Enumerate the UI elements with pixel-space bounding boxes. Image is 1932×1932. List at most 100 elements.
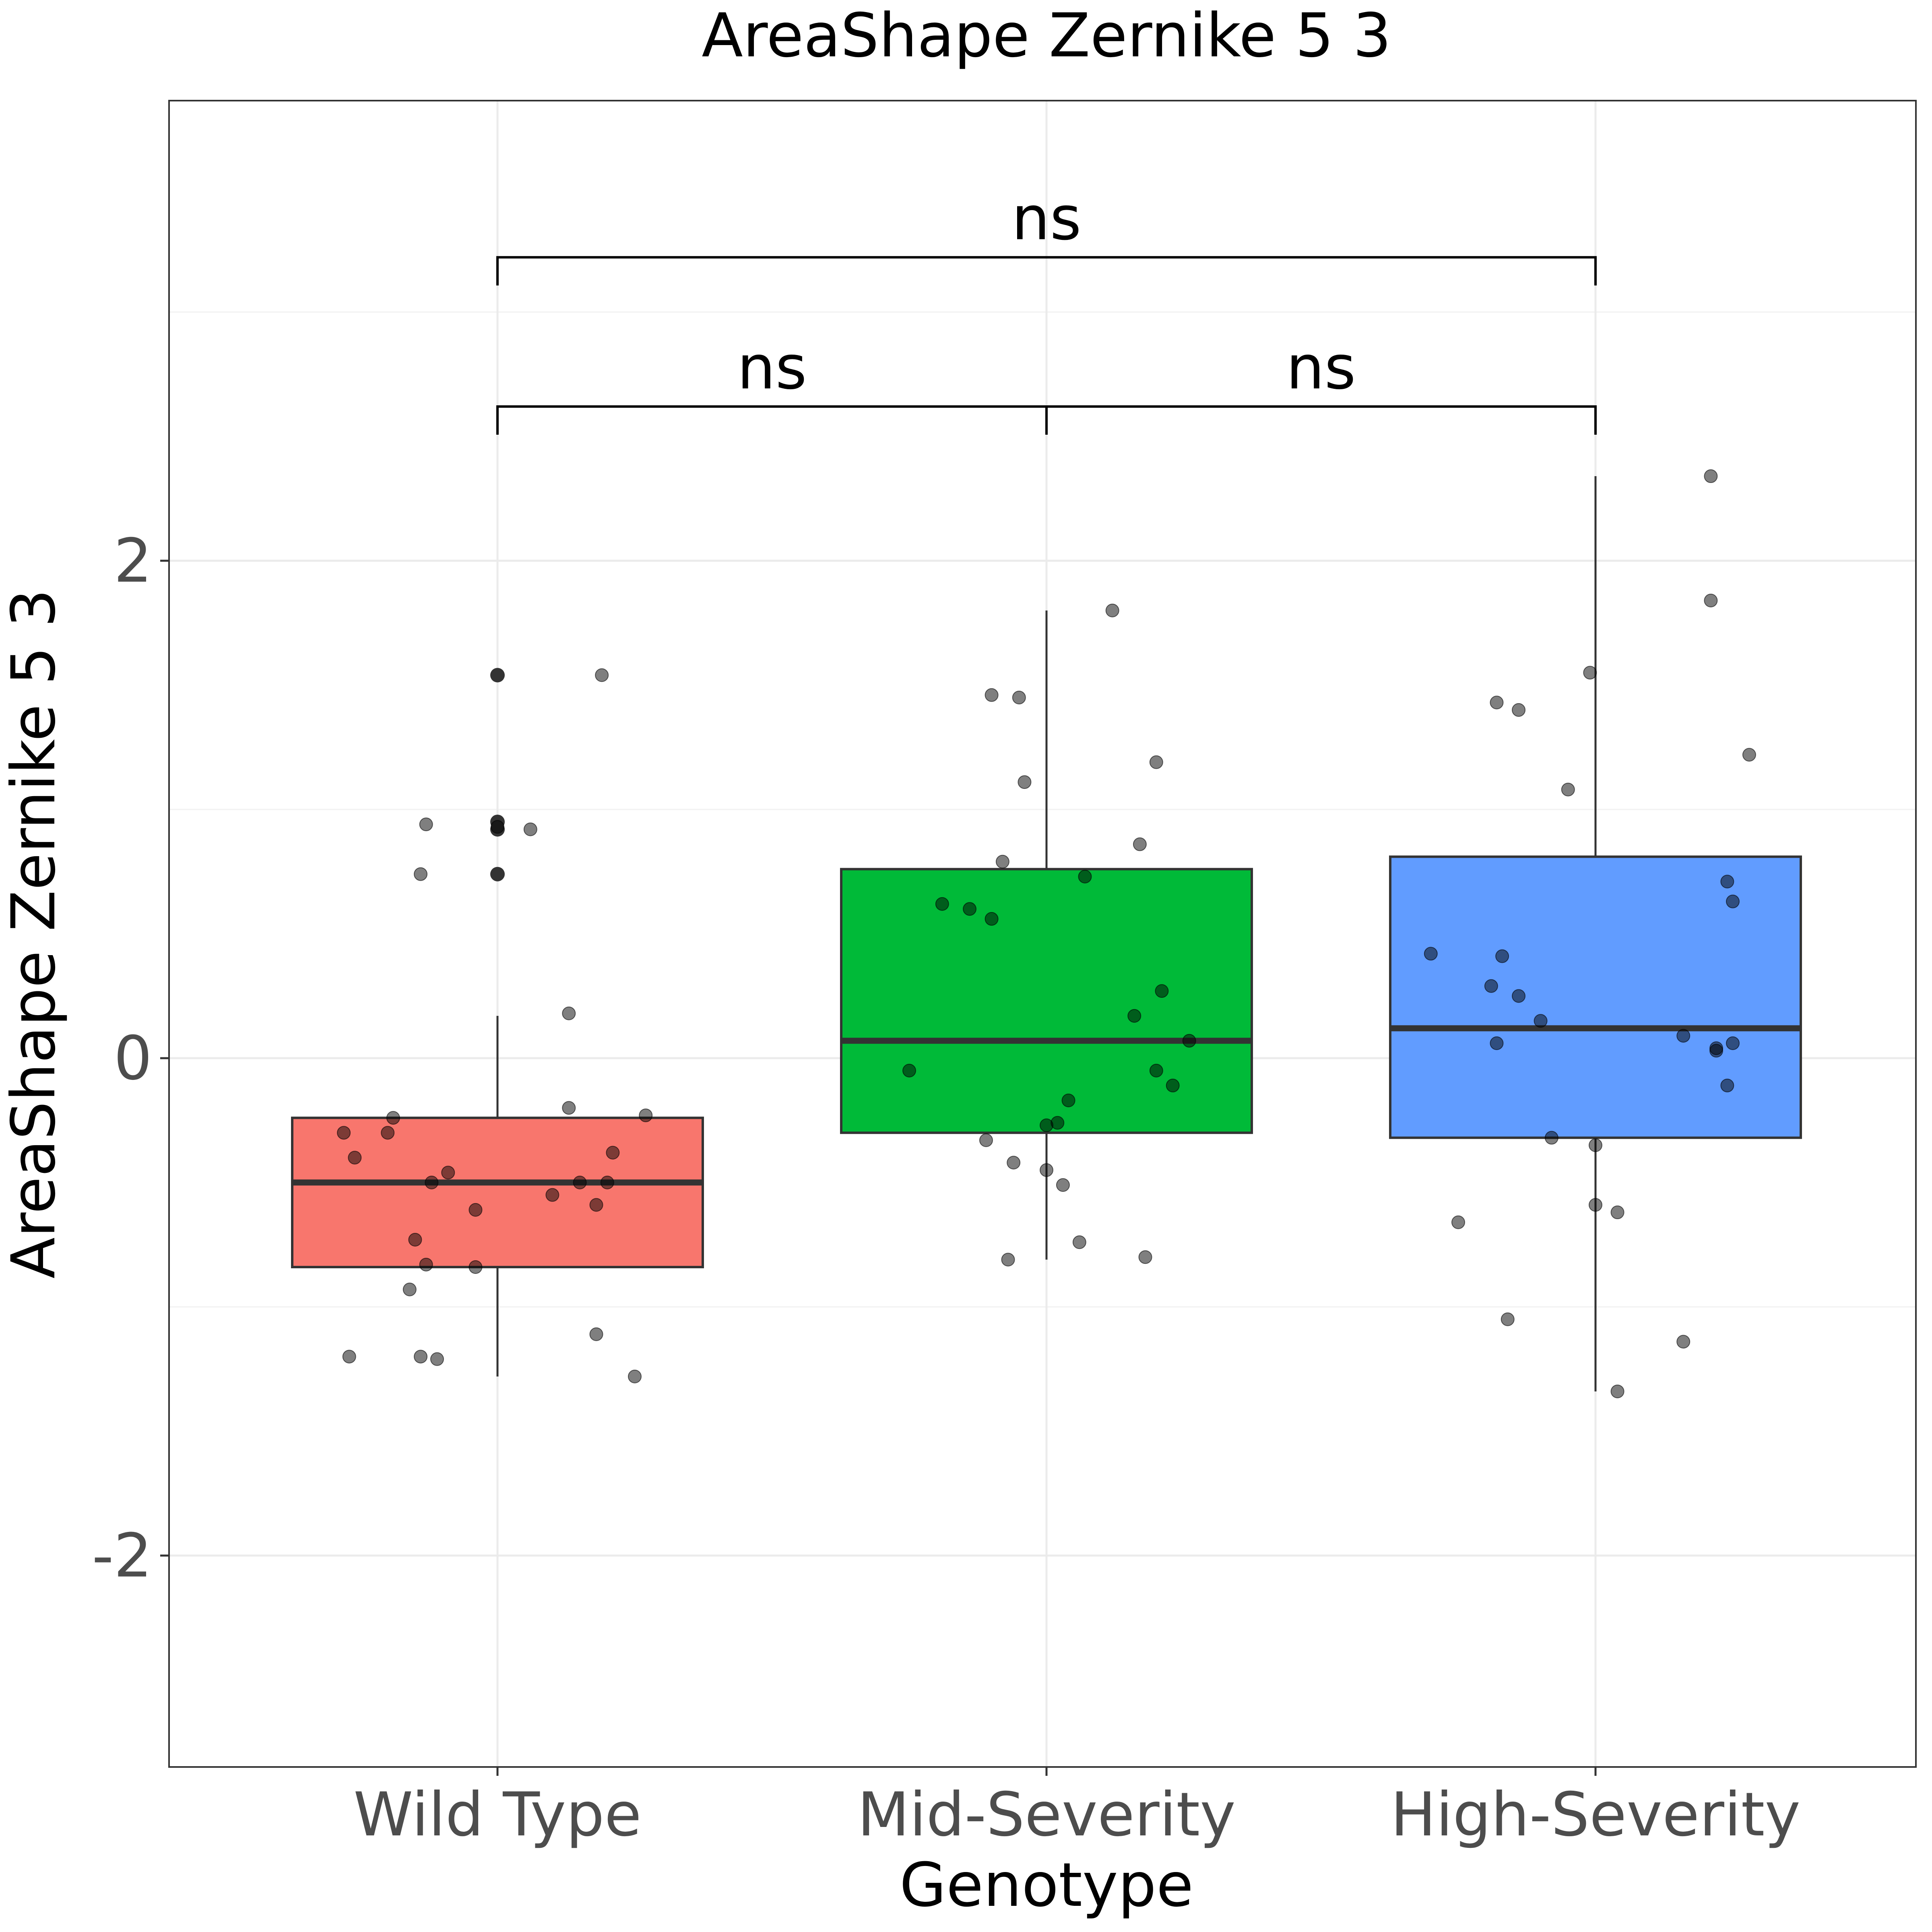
data-point (606, 1146, 620, 1160)
data-point (523, 822, 537, 836)
outlier-point (490, 668, 505, 683)
data-point (491, 820, 504, 834)
data-point (1001, 1253, 1015, 1267)
data-point (1166, 1078, 1180, 1092)
data-point (573, 1175, 587, 1189)
data-point (1610, 1384, 1624, 1398)
data-point (1149, 755, 1163, 769)
data-point (1512, 989, 1526, 1003)
x-tick-label: High-Severity (1391, 1780, 1800, 1850)
data-point (1490, 1036, 1504, 1050)
outlier-point (490, 867, 505, 881)
data-point (381, 1126, 395, 1140)
data-point (1583, 666, 1597, 680)
data-point (337, 1126, 351, 1140)
data-point (1182, 1034, 1196, 1048)
y-axis-label: AreaShape Zernike 5 3 (0, 589, 69, 1278)
data-point (600, 1175, 614, 1189)
box-series (291, 476, 1802, 1391)
data-point (985, 688, 999, 702)
data-point (1512, 703, 1526, 717)
significance-label: ns (1286, 333, 1356, 403)
data-point (1061, 1094, 1075, 1107)
data-point (562, 1006, 576, 1020)
data-point (348, 1151, 362, 1165)
data-point (902, 1063, 916, 1077)
significance-label: ns (737, 333, 807, 403)
data-point (1484, 979, 1498, 993)
data-point (1534, 1014, 1548, 1028)
data-point (1726, 1036, 1740, 1050)
data-point (1078, 869, 1092, 883)
panel-border (168, 100, 1917, 1768)
data-point (1056, 1178, 1070, 1192)
x-tick-label: Mid-Severity (857, 1780, 1236, 1850)
data-point (985, 912, 999, 926)
y-tick-label: 2 (114, 526, 152, 596)
data-point (1138, 1250, 1152, 1264)
data-point (425, 1175, 439, 1189)
data-point (1704, 594, 1718, 607)
data-points (337, 469, 1756, 1398)
data-point (1012, 690, 1026, 704)
box-body (840, 868, 1253, 1134)
data-point (1709, 1044, 1724, 1058)
data-point (1544, 1131, 1558, 1145)
data-point (402, 1282, 417, 1296)
data-point (1720, 1078, 1734, 1092)
box-body (291, 1117, 704, 1268)
data-point (1424, 947, 1438, 961)
data-point (1742, 748, 1756, 762)
data-point (1018, 775, 1032, 789)
data-point (1155, 984, 1169, 998)
x-axis-label: Genotype (900, 1850, 1193, 1920)
data-point (545, 1188, 559, 1202)
data-point (1495, 949, 1509, 963)
data-point (589, 1327, 603, 1341)
data-point (1720, 875, 1734, 889)
data-point (342, 1350, 356, 1364)
data-point (469, 1260, 483, 1274)
data-point (419, 817, 433, 832)
significance-brackets: ns ns ns (496, 184, 1597, 435)
data-point (1127, 1009, 1141, 1023)
data-point (1040, 1163, 1053, 1177)
data-point (639, 1108, 653, 1123)
data-point (1589, 1198, 1602, 1212)
data-point (419, 1257, 433, 1271)
data-point (430, 1352, 444, 1366)
data-point (935, 897, 949, 911)
data-point (995, 855, 1009, 869)
data-point (1676, 1029, 1690, 1043)
data-point (1726, 894, 1740, 908)
data-point (1072, 1235, 1086, 1249)
box-body (1389, 855, 1802, 1139)
data-point (1051, 1116, 1065, 1130)
data-point (1149, 1063, 1163, 1077)
data-point (1501, 1312, 1515, 1326)
y-tick-label: -2 (92, 1521, 152, 1591)
significance-bracket (1045, 405, 1597, 435)
data-point (963, 902, 977, 916)
data-point (1676, 1335, 1690, 1349)
data-point (1105, 603, 1119, 617)
axes: -2 0 2 Wild Type Mid-Severity High-Severity (92, 526, 1800, 1850)
y-tick-label: 0 (114, 1024, 152, 1094)
data-point (1589, 1138, 1602, 1152)
data-point (469, 1203, 483, 1217)
significance-label: ns (1011, 184, 1081, 254)
data-point (414, 1350, 428, 1364)
data-point (1704, 469, 1718, 483)
data-point (1610, 1205, 1624, 1220)
data-point (1490, 696, 1504, 710)
data-point (1561, 782, 1575, 797)
data-point (408, 1233, 422, 1247)
x-tick-label: Wild Type (353, 1780, 642, 1850)
data-point (1007, 1156, 1021, 1170)
significance-bracket (496, 256, 1597, 286)
data-point (589, 1198, 603, 1212)
data-point (386, 1111, 400, 1125)
data-point (1451, 1215, 1465, 1229)
data-point (414, 867, 428, 881)
